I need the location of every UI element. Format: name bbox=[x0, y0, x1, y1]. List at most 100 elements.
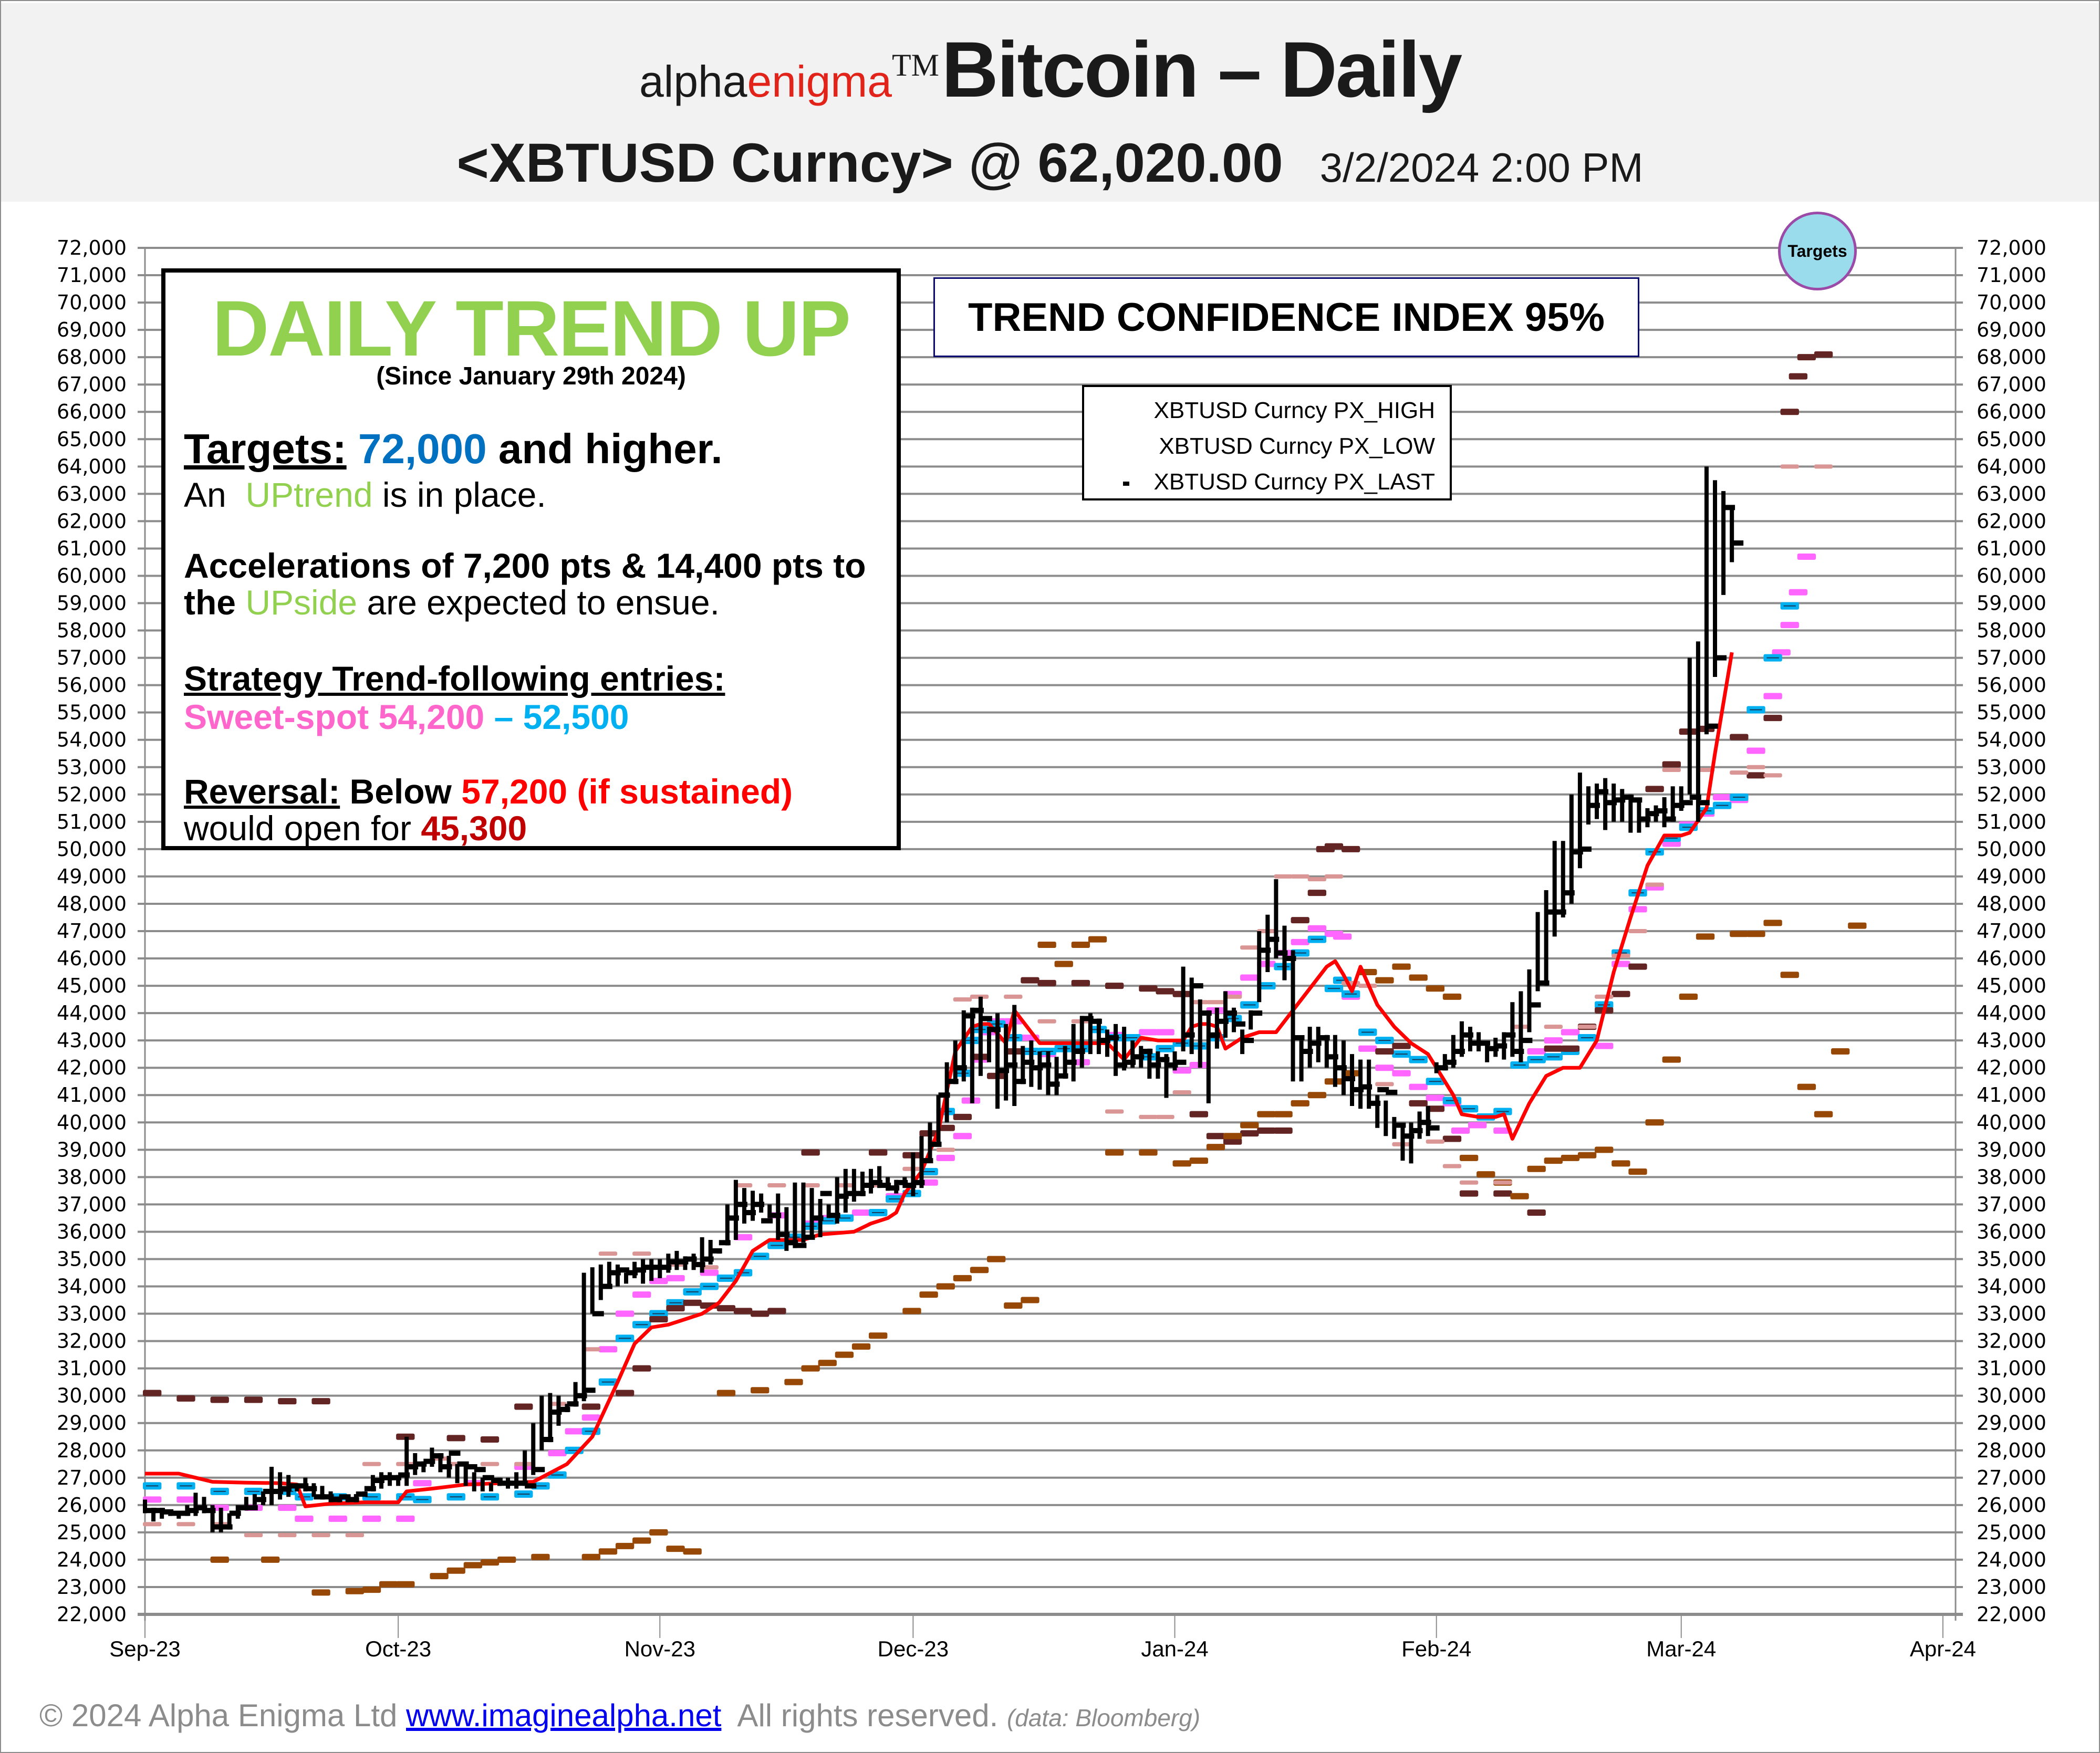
svg-text:57,000: 57,000 bbox=[57, 646, 127, 670]
svg-text:Feb-24: Feb-24 bbox=[1401, 1636, 1471, 1661]
svg-text:66,000: 66,000 bbox=[57, 400, 127, 423]
footer-website-link[interactable]: www.imaginealpha.net bbox=[406, 1698, 722, 1733]
ticker-price: <XBTUSD Curncy> @ 62,020.00 bbox=[456, 132, 1283, 194]
svg-text:71,000: 71,000 bbox=[1977, 264, 2046, 287]
svg-text:68,000: 68,000 bbox=[57, 346, 127, 369]
svg-text:25,000: 25,000 bbox=[57, 1521, 127, 1544]
svg-text:46,000: 46,000 bbox=[1977, 947, 2046, 970]
svg-text:55,000: 55,000 bbox=[1977, 701, 2046, 724]
subtitle-row: <XBTUSD Curncy> @ 62,020.00 3/2/2024 2:00… bbox=[1, 132, 2099, 195]
y-axis-right: 22,000 23,000 24,000 25,000 26,000 27,000 28,0… bbox=[1977, 236, 2046, 1626]
svg-text:40,000: 40,000 bbox=[57, 1111, 127, 1134]
svg-text:51,000: 51,000 bbox=[1977, 810, 2046, 833]
footer: © 2024 Alpha Enigma Ltd www.imaginealpha… bbox=[39, 1697, 1200, 1734]
legend-item-last: XBTUSD Curncy PX_LAST bbox=[1153, 469, 1436, 495]
reversal-below: Below bbox=[340, 772, 462, 811]
sweet-spot-line: Sweet-spot 54,200 – 52,500 bbox=[184, 697, 629, 737]
targets-suffix: and higher. bbox=[486, 425, 723, 472]
uptrend-prefix: An bbox=[184, 475, 246, 514]
title-row: alphaenigmaTM Bitcoin – Daily bbox=[1, 24, 2099, 115]
svg-text:66,000: 66,000 bbox=[1977, 400, 2046, 423]
svg-text:59,000: 59,000 bbox=[57, 592, 127, 615]
svg-text:38,000: 38,000 bbox=[57, 1165, 127, 1188]
svg-text:47,000: 47,000 bbox=[1977, 920, 2046, 943]
svg-text:54,000: 54,000 bbox=[1977, 728, 2046, 752]
svg-text:42,000: 42,000 bbox=[1977, 1056, 2046, 1079]
svg-text:46,000: 46,000 bbox=[57, 947, 127, 970]
strategy-label: Strategy Trend-following entries: bbox=[184, 659, 725, 698]
svg-text:34,000: 34,000 bbox=[1977, 1275, 2046, 1298]
svg-text:54,000: 54,000 bbox=[57, 728, 127, 752]
svg-text:25,000: 25,000 bbox=[1977, 1521, 2046, 1544]
targets-button[interactable]: Targets bbox=[1778, 212, 1857, 290]
svg-text:68,000: 68,000 bbox=[1977, 346, 2046, 369]
svg-text:31,000: 31,000 bbox=[1977, 1357, 2046, 1380]
reversal-open: would open for bbox=[184, 809, 421, 848]
svg-text:67,000: 67,000 bbox=[1977, 373, 2046, 396]
targets-button-label: Targets bbox=[1787, 241, 1847, 260]
svg-text:35,000: 35,000 bbox=[57, 1247, 127, 1270]
svg-text:22,000: 22,000 bbox=[1977, 1603, 2046, 1626]
svg-text:45,000: 45,000 bbox=[57, 974, 127, 997]
svg-text:50,000: 50,000 bbox=[1977, 838, 2046, 861]
svg-text:42,000: 42,000 bbox=[57, 1056, 127, 1079]
targets-value: 72,000 bbox=[358, 425, 487, 472]
svg-text:59,000: 59,000 bbox=[1977, 592, 2046, 615]
svg-text:23,000: 23,000 bbox=[1977, 1575, 2046, 1599]
uptrend-word: UPtrend bbox=[245, 475, 373, 514]
trend-since: (Since January 29th 2024) bbox=[376, 362, 686, 390]
svg-text:62,000: 62,000 bbox=[57, 509, 127, 533]
svg-text:43,000: 43,000 bbox=[1977, 1029, 2046, 1052]
price-bars bbox=[143, 466, 1744, 1532]
reversal-target: 45,300 bbox=[421, 809, 527, 848]
chart-title: Bitcoin – Daily bbox=[941, 25, 1462, 113]
svg-text:58,000: 58,000 bbox=[57, 619, 127, 642]
accel-upside: UPside bbox=[245, 583, 358, 622]
svg-text:Jan-24: Jan-24 bbox=[1141, 1636, 1208, 1661]
uptrend-line: An UPtrend is in place. bbox=[184, 475, 546, 515]
svg-text:43,000: 43,000 bbox=[57, 1029, 127, 1052]
svg-text:33,000: 33,000 bbox=[1977, 1302, 2046, 1326]
svg-text:53,000: 53,000 bbox=[1977, 756, 2046, 779]
svg-text:Oct-23: Oct-23 bbox=[365, 1636, 431, 1661]
svg-text:63,000: 63,000 bbox=[1977, 482, 2046, 505]
svg-text:32,000: 32,000 bbox=[57, 1330, 127, 1353]
svg-text:45,000: 45,000 bbox=[1977, 974, 2046, 997]
svg-text:44,000: 44,000 bbox=[1977, 1001, 2046, 1025]
uptrend-suffix: is in place. bbox=[372, 475, 546, 514]
svg-text:28,000: 28,000 bbox=[57, 1439, 127, 1462]
svg-text:48,000: 48,000 bbox=[57, 892, 127, 915]
svg-text:72,000: 72,000 bbox=[57, 236, 127, 259]
footer-rights: All rights reserved. bbox=[721, 1698, 1007, 1733]
brand-enigma: enigma bbox=[747, 57, 892, 106]
svg-text:31,000: 31,000 bbox=[57, 1357, 127, 1380]
reversal-line: Reversal: Below 57,200 (if sustained) bbox=[184, 771, 793, 811]
svg-text:50,000: 50,000 bbox=[57, 838, 127, 861]
svg-text:55,000: 55,000 bbox=[57, 701, 127, 724]
svg-text:65,000: 65,000 bbox=[1977, 427, 2046, 451]
svg-text:30,000: 30,000 bbox=[1977, 1384, 2046, 1407]
svg-text:27,000: 27,000 bbox=[1977, 1466, 2046, 1489]
svg-text:26,000: 26,000 bbox=[1977, 1494, 2046, 1517]
y-axis-left: 22,000 23,000 24,000 25,000 26,000 27,000 28,0… bbox=[57, 236, 127, 1626]
svg-text:70,000: 70,000 bbox=[57, 291, 127, 314]
chart-gridlines bbox=[138, 247, 1963, 1621]
svg-text:23,000: 23,000 bbox=[57, 1575, 127, 1599]
svg-text:62,000: 62,000 bbox=[1977, 509, 2046, 533]
svg-text:39,000: 39,000 bbox=[1977, 1138, 2046, 1161]
footer-data-source: (data: Bloomberg) bbox=[1006, 1704, 1201, 1731]
svg-text:49,000: 49,000 bbox=[57, 865, 127, 888]
footer-copyright: © 2024 Alpha Enigma Ltd bbox=[39, 1698, 407, 1733]
svg-text:32,000: 32,000 bbox=[1977, 1330, 2046, 1353]
svg-text:69,000: 69,000 bbox=[1977, 318, 2046, 341]
svg-text:64,000: 64,000 bbox=[57, 455, 127, 478]
reversal-label: Reversal: bbox=[184, 772, 340, 811]
svg-text:37,000: 37,000 bbox=[1977, 1193, 2046, 1216]
svg-text:61,000: 61,000 bbox=[57, 537, 127, 560]
svg-text:57,000: 57,000 bbox=[1977, 646, 2046, 670]
svg-text:28,000: 28,000 bbox=[1977, 1439, 2046, 1462]
svg-text:40,000: 40,000 bbox=[1977, 1111, 2046, 1134]
brand-alpha: alpha bbox=[639, 57, 747, 106]
